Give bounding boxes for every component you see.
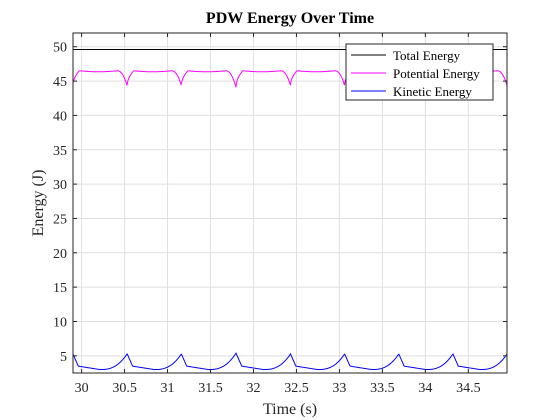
chart-title: PDW Energy Over Time (206, 10, 374, 27)
y-tick-label: 45 (53, 75, 67, 90)
legend-label-total: Total Energy (393, 48, 461, 63)
x-tick-label: 31.5 (198, 381, 223, 396)
x-tick-label: 30 (75, 381, 89, 396)
x-tick-label: 33.5 (370, 381, 395, 396)
series-line-kinetic-energy (72, 352, 508, 371)
x-tick-label: 34 (418, 381, 432, 396)
x-tick-label: 32 (246, 381, 260, 396)
grid-lines (73, 33, 507, 373)
legend-label-kinetic: Kinetic Energy (393, 84, 472, 99)
y-tick-label: 25 (53, 212, 67, 227)
y-tick-label: 20 (53, 247, 67, 262)
legend-label-potential: Potential Energy (393, 66, 480, 81)
legend: Total Energy Potential Energy Kinetic En… (345, 43, 494, 101)
x-tick-label: 31 (161, 381, 175, 396)
x-tick-label: 34.5 (456, 381, 481, 396)
y-tick-label: 5 (60, 350, 67, 365)
y-tick-label: 30 (53, 178, 67, 193)
x-tick-label: 30.5 (112, 381, 137, 396)
y-tick-label: 40 (53, 109, 67, 124)
y-axis-label: Energy (J) (30, 170, 47, 237)
x-tick-label: 32.5 (284, 381, 309, 396)
x-tick-label: 33 (332, 381, 346, 396)
y-tick-label: 10 (53, 315, 67, 330)
axis-ticks: 30 30.5 31 31.5 32 32.5 33 33.5 34 34.5 5 10 15 20 25 3… (53, 33, 507, 396)
y-tick-label: 35 (53, 144, 67, 159)
y-tick-label: 50 (53, 41, 67, 56)
y-tick-label: 15 (53, 281, 67, 296)
x-axis-label: Time (s) (263, 401, 317, 418)
plot-frame (72, 32, 508, 374)
